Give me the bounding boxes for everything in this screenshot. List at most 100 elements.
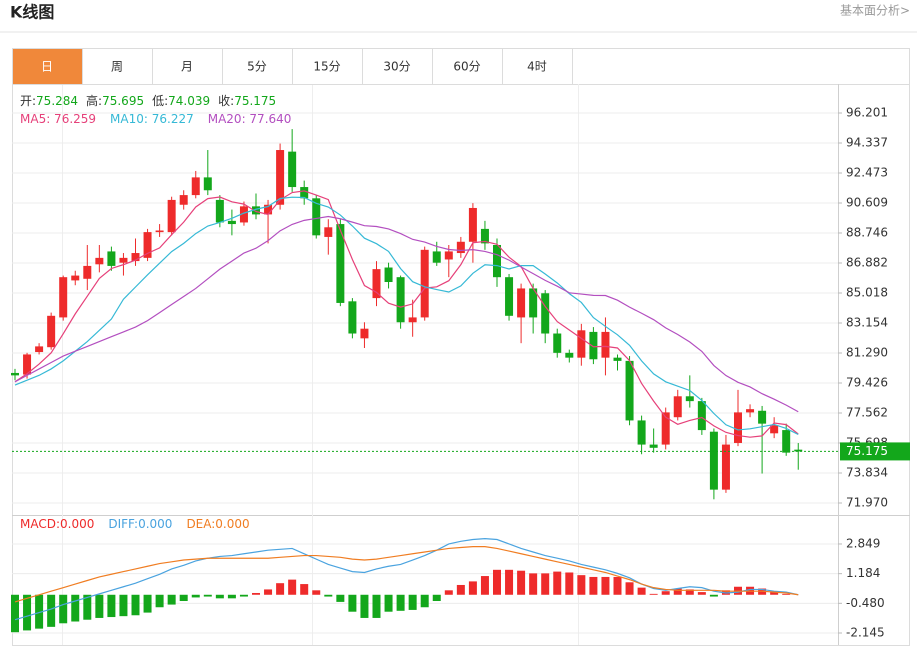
macd-bar (517, 570, 526, 595)
macd-bar (11, 594, 19, 633)
macd-bar (505, 569, 514, 595)
macd-bar (288, 579, 297, 595)
candle-body (721, 444, 730, 490)
candle-body (685, 396, 694, 402)
candle-body (11, 372, 19, 376)
candle-body (288, 151, 297, 188)
page-title: K线图 (10, 3, 54, 22)
last-price-box (840, 442, 910, 461)
candle-body (625, 360, 634, 421)
candle-body (324, 227, 333, 237)
macd-bar (312, 590, 321, 595)
candle-body (432, 251, 441, 263)
macd-bar (541, 573, 550, 595)
candle-body (384, 267, 393, 283)
info-label: 高: (86, 93, 102, 108)
y-tick-label: 81.290 (846, 345, 888, 359)
macd-bar (215, 594, 224, 599)
candle-body (420, 249, 429, 318)
candle-body (264, 204, 273, 215)
candle-body (661, 412, 670, 445)
info-label: 收: (218, 94, 234, 108)
macd-bar (203, 594, 212, 597)
macd-bar (589, 576, 598, 595)
ohlc-info: 开:75.284 高:75.695 低:74.039 收:75.175 (20, 93, 276, 108)
candle-body (239, 206, 248, 223)
legend: MACD:0.000 DIFF:0.000 DEA:0.000 (20, 517, 250, 531)
candle-body (734, 412, 742, 443)
candle-body (577, 330, 586, 358)
macd-bar (420, 594, 429, 608)
indicator-line (14, 546, 799, 603)
candle-body (613, 357, 622, 361)
tab-background[interactable] (292, 48, 363, 85)
macd-bar (444, 590, 453, 595)
indicator-line (14, 190, 799, 438)
candle-body (553, 333, 562, 353)
tab-background[interactable] (222, 48, 293, 85)
chart-frame (12, 48, 910, 646)
macd-bar (577, 575, 586, 595)
tab-label[interactable]: 30分 (383, 60, 410, 74)
macd-bar (697, 592, 706, 595)
candle-body (493, 244, 501, 278)
candle-body (276, 150, 285, 205)
candle-body (746, 409, 755, 413)
macd-bar (300, 584, 309, 595)
y-tick-label: -0.480 (846, 596, 885, 610)
tab-background[interactable] (82, 48, 153, 85)
macd-bar (685, 589, 694, 595)
fundamental-link[interactable]: 基本面分析> (840, 4, 910, 18)
candle-body (215, 199, 224, 223)
tab-background[interactable] (152, 48, 223, 85)
y-tick-label: 77.562 (846, 405, 888, 419)
macd-bar (324, 594, 333, 597)
macd-bar (565, 572, 574, 595)
info-label: 开: (20, 94, 36, 108)
macd-bar (119, 594, 128, 617)
tab-background[interactable] (502, 48, 573, 85)
candle-body (227, 220, 236, 225)
macd-bar (360, 594, 369, 618)
macd-bar (276, 583, 285, 595)
macd-bar (661, 591, 670, 595)
macd-bar (95, 594, 104, 618)
tab-label[interactable]: 5分 (247, 60, 267, 74)
macd-bar (613, 576, 622, 595)
macd-bar (637, 587, 646, 595)
candle-body (444, 251, 453, 260)
y-tick-label: 96.201 (846, 105, 888, 119)
tab-label[interactable]: 月 (181, 60, 193, 74)
candle-body (372, 269, 381, 299)
legend: MA5: 76.259 MA10: 76.227 MA20: 77.640 (20, 112, 291, 126)
legend-entry: MA10: 76.227 (110, 112, 194, 126)
y-tick-label: 1.184 (846, 566, 880, 580)
tab-background[interactable] (12, 48, 83, 85)
candle-body (770, 425, 779, 434)
macd-bar (143, 594, 152, 613)
candle-body (83, 265, 92, 279)
tab-label[interactable]: 15分 (313, 60, 340, 74)
macd-bar (348, 594, 357, 612)
candle-body (468, 207, 477, 242)
macd-bar (456, 584, 465, 595)
candle-body (59, 277, 68, 318)
last-price-label: 75.175 (846, 444, 888, 458)
macd-bar (384, 594, 393, 612)
candle-body (336, 224, 345, 303)
y-tick-label: 88.746 (846, 225, 888, 239)
tab-label[interactable]: 60分 (453, 60, 480, 74)
candle-body (709, 431, 718, 490)
macd-bar (227, 594, 236, 599)
macd-bar (649, 593, 658, 595)
tab-label[interactable]: 4时 (527, 60, 547, 74)
indicator-line (14, 215, 799, 413)
macd-bar (336, 594, 345, 602)
tab-label[interactable]: 日 (41, 60, 53, 74)
macd-bar (396, 594, 405, 611)
tab-label[interactable]: 周 (111, 60, 123, 74)
macd-bar (625, 582, 634, 595)
info-label: 低: (152, 94, 168, 108)
tab-background[interactable] (362, 48, 433, 85)
